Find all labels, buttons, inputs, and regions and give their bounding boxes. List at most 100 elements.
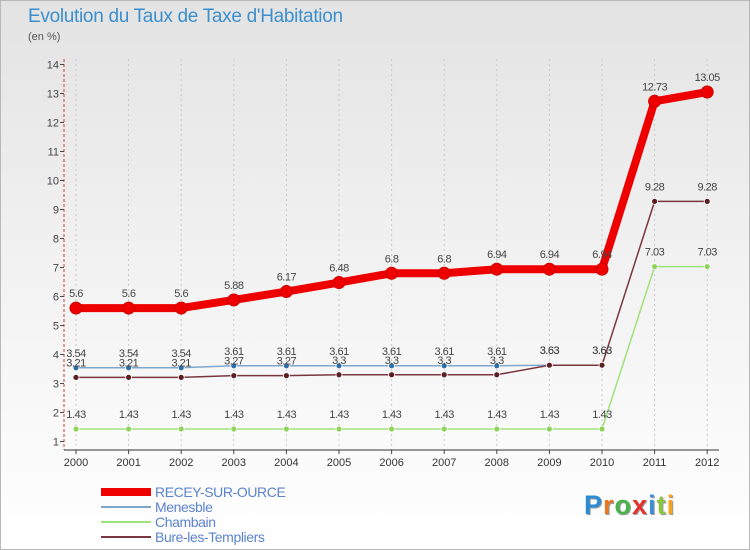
legend-label: RECEY-SUR-OURCE [155, 484, 286, 500]
data-point [122, 301, 136, 315]
x-tick-label: 2008 [485, 457, 509, 469]
data-point [282, 372, 290, 380]
data-label: 3.54 [119, 348, 139, 360]
data-label: 1.43 [329, 409, 349, 421]
data-label: 3.61 [224, 346, 244, 358]
data-point [493, 362, 501, 370]
data-label: 5.6 [122, 288, 136, 300]
legend-label: Bure-les-Templiers [155, 529, 265, 545]
x-tick-label: 2000 [64, 457, 88, 469]
logo-letter: x [632, 490, 649, 520]
y-tick-label: 12 [47, 117, 59, 129]
y-tick-label: 3 [53, 378, 59, 390]
x-tick-label: 2003 [222, 457, 246, 469]
data-point [332, 276, 346, 290]
data-point [598, 361, 606, 369]
y-tick-label: 7 [53, 262, 59, 274]
data-point [174, 301, 188, 315]
legend-swatch [101, 506, 151, 508]
data-label: 3.63 [592, 345, 612, 357]
y-tick-label: 14 [47, 59, 59, 71]
legend-swatch [101, 521, 151, 523]
data-label: 1.43 [540, 409, 560, 421]
y-tick-label: 10 [47, 175, 59, 187]
legend-label: Chambain [155, 514, 216, 530]
y-tick-label: 6 [53, 291, 59, 303]
data-point [279, 285, 293, 299]
x-tick-label: 2012 [695, 457, 719, 469]
data-label: 3.3 [332, 355, 346, 367]
x-tick-label: 2010 [590, 457, 614, 469]
y-tick-label: 2 [53, 407, 59, 419]
data-label: 1.43 [592, 409, 612, 421]
data-point [69, 301, 83, 315]
data-label: 1.43 [434, 409, 454, 421]
data-point [335, 425, 343, 433]
data-label: 1.43 [66, 409, 86, 421]
y-tick-label: 5 [53, 320, 59, 332]
data-label: 3.63 [592, 345, 612, 357]
data-point [388, 371, 396, 379]
data-label: 3.61 [434, 346, 454, 358]
y-tick-label: 9 [53, 204, 59, 216]
x-tick-label: 2007 [432, 457, 456, 469]
data-point [125, 373, 132, 381]
data-point [230, 372, 238, 380]
data-label: 3.21 [66, 357, 86, 369]
data-point [282, 425, 290, 433]
data-label: 6.17 [277, 272, 297, 284]
logo-letter: r [603, 490, 615, 520]
x-tick-label: 2002 [169, 457, 193, 469]
data-point [648, 94, 662, 108]
y-tick-label: 13 [47, 88, 59, 100]
data-label: 3.3 [490, 355, 504, 367]
data-label: 3.3 [437, 355, 451, 367]
data-point [703, 263, 711, 271]
data-point [72, 373, 80, 381]
legend-swatch [101, 536, 151, 538]
proxiti-logo: Proxiti [584, 490, 675, 521]
data-label: 5.6 [174, 288, 188, 300]
data-point [440, 371, 448, 379]
data-label: 3.63 [540, 345, 560, 357]
y-tick-label: 11 [48, 146, 59, 158]
chart-title: Evolution du Taux de Taxe d'Habitation [28, 6, 343, 27]
data-point [700, 85, 714, 99]
y-tick-label: 8 [53, 233, 59, 245]
data-label: 3.61 [277, 346, 297, 358]
data-label: 6.48 [329, 263, 349, 275]
data-point [598, 425, 606, 433]
data-label: 9.28 [697, 181, 717, 193]
data-point [546, 361, 553, 369]
data-point [595, 262, 609, 276]
data-label: 9.28 [645, 181, 665, 193]
data-point [125, 425, 132, 433]
data-point [385, 266, 399, 280]
data-point [493, 371, 501, 379]
legend-swatch [101, 488, 151, 496]
data-point [651, 197, 658, 205]
data-point [388, 425, 396, 433]
data-label: 3.54 [66, 348, 86, 360]
data-label: 6.94 [592, 249, 612, 261]
x-tick-label: 2009 [537, 457, 561, 469]
data-label: 5.88 [224, 280, 244, 292]
y-tick-label: 1 [53, 436, 59, 448]
data-point [177, 364, 185, 372]
data-point [177, 425, 185, 433]
data-point [703, 197, 711, 205]
data-point [493, 425, 501, 433]
data-point [490, 262, 504, 276]
data-label: 6.94 [487, 249, 507, 261]
data-label: 3.3 [385, 355, 399, 367]
y-tick-label: 4 [53, 349, 59, 361]
logo-letter: P [584, 490, 604, 520]
chart-subtitle: (en %) [28, 31, 61, 43]
data-label: 3.61 [487, 346, 507, 358]
data-point [335, 362, 343, 370]
data-label: 12.73 [642, 81, 667, 93]
data-point [230, 362, 238, 370]
data-label: 3.54 [171, 348, 191, 360]
data-label: 6.8 [437, 253, 451, 265]
